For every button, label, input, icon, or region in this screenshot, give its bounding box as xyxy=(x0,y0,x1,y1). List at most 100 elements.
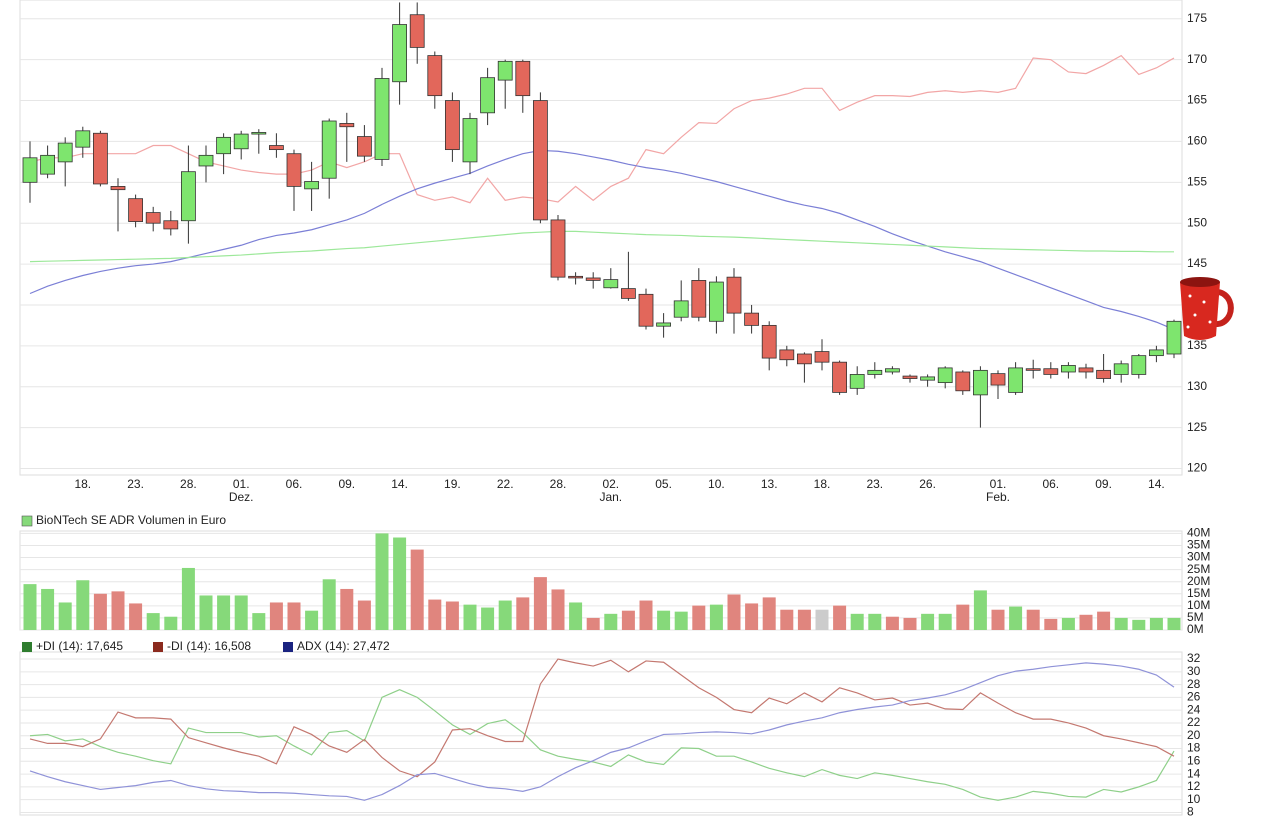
x-tick-label: 28. xyxy=(550,477,567,491)
y-tick-label: 155 xyxy=(1187,174,1207,188)
volume-bar xyxy=(410,549,424,630)
price-panel xyxy=(19,0,1183,476)
candle-body xyxy=(286,153,302,187)
candle-body xyxy=(374,78,390,160)
legend-swatch xyxy=(21,515,33,527)
volume-bar xyxy=(357,600,371,630)
candle-body xyxy=(22,157,38,183)
y-tick-label: 8 xyxy=(1187,805,1194,819)
moving-average xyxy=(29,230,1174,263)
volume-bar xyxy=(868,613,882,630)
candle-body xyxy=(57,142,73,163)
volume-bar xyxy=(111,591,125,630)
x-month-label: Dez. xyxy=(229,490,254,504)
candle-body xyxy=(1043,368,1059,375)
x-tick-label: 02. xyxy=(602,477,619,491)
y-tick-label: 160 xyxy=(1187,134,1207,148)
candle-body xyxy=(726,276,742,314)
y-tick-label: 24 xyxy=(1187,702,1201,716)
candle-body xyxy=(937,367,953,384)
x-tick-label: 13. xyxy=(761,477,778,491)
candle-body xyxy=(75,130,91,148)
volume-bar xyxy=(181,567,195,630)
y-tick-label: 170 xyxy=(1187,52,1207,66)
volume-bar xyxy=(76,580,90,630)
volume-bar xyxy=(340,588,354,630)
volume-bar xyxy=(287,602,301,630)
volume-bar xyxy=(146,613,160,630)
x-tick-label: 06. xyxy=(1042,477,1059,491)
candle-body xyxy=(216,136,232,155)
x-tick-label: 23. xyxy=(866,477,883,491)
x-tick-label: 18. xyxy=(74,477,91,491)
candle-body xyxy=(40,154,55,175)
volume-bar xyxy=(1044,618,1058,630)
volume-bar xyxy=(1079,614,1093,630)
volume-bar xyxy=(745,603,759,630)
volume-bar xyxy=(727,594,741,630)
y-tick-label: 130 xyxy=(1187,379,1207,393)
x-tick-label: 06. xyxy=(286,477,303,491)
indicator-line xyxy=(29,662,1175,801)
legend-swatch xyxy=(22,642,32,652)
candle-body xyxy=(814,351,830,363)
volume-bar xyxy=(375,533,389,630)
volume-bar xyxy=(1132,619,1146,630)
x-tick-label: 10. xyxy=(708,477,725,491)
candle-body xyxy=(427,55,443,97)
candle-body xyxy=(515,60,531,97)
volume-bar xyxy=(885,616,899,630)
volume-bar xyxy=(533,577,547,630)
candle-body xyxy=(867,369,883,375)
x-tick-label: 23. xyxy=(127,477,144,491)
y-tick-label: 5M xyxy=(1187,610,1204,624)
candle-body xyxy=(1078,367,1094,373)
candle-body xyxy=(973,369,988,396)
legend-label: ADX (14): 27,472 xyxy=(297,639,390,653)
volume-bar xyxy=(938,613,952,630)
moving-average xyxy=(29,54,1175,204)
y-tick-label: 20 xyxy=(1187,728,1201,742)
candle-body xyxy=(444,100,460,151)
y-tick-label: 25M xyxy=(1187,562,1210,576)
candle-body xyxy=(656,322,671,327)
candle-body xyxy=(585,277,601,281)
candle-body xyxy=(849,374,865,389)
candle-body xyxy=(603,279,619,289)
x-tick-label: 14. xyxy=(1148,477,1165,491)
candle-body xyxy=(691,280,707,318)
volume-bar xyxy=(516,597,530,630)
volume-bar xyxy=(41,588,55,630)
volume-bar xyxy=(674,611,688,630)
y-tick-label: 20M xyxy=(1187,574,1210,588)
legend-swatch xyxy=(153,642,163,652)
volume-bar xyxy=(93,593,107,630)
y-tick-label: 135 xyxy=(1187,338,1207,352)
candle-body xyxy=(268,145,284,151)
y-tick-label: 12 xyxy=(1187,779,1201,793)
volume-bar xyxy=(551,589,565,630)
y-tick-label: 15M xyxy=(1187,586,1210,600)
x-tick-label: 14. xyxy=(391,477,408,491)
x-tick-label: 09. xyxy=(338,477,355,491)
x-tick-label: 19. xyxy=(444,477,461,491)
candle-body xyxy=(568,275,583,279)
candle-body xyxy=(779,349,795,361)
volume-bar xyxy=(463,604,477,630)
candle-body xyxy=(462,118,478,163)
volume-bar xyxy=(58,602,72,630)
y-tick-label: 14 xyxy=(1187,766,1201,780)
volume-bar xyxy=(833,605,847,630)
volume-bar xyxy=(23,584,37,630)
y-tick-label: 30M xyxy=(1187,550,1210,564)
volume-bar xyxy=(129,603,143,630)
y-tick-label: 22 xyxy=(1187,715,1201,729)
candle-body xyxy=(1096,369,1111,379)
candle-body xyxy=(955,371,971,392)
candle-body xyxy=(709,281,724,322)
indicator-line xyxy=(29,658,1175,778)
candle-body xyxy=(1008,367,1023,393)
volume-bar xyxy=(199,595,213,630)
candle-body xyxy=(392,24,408,83)
